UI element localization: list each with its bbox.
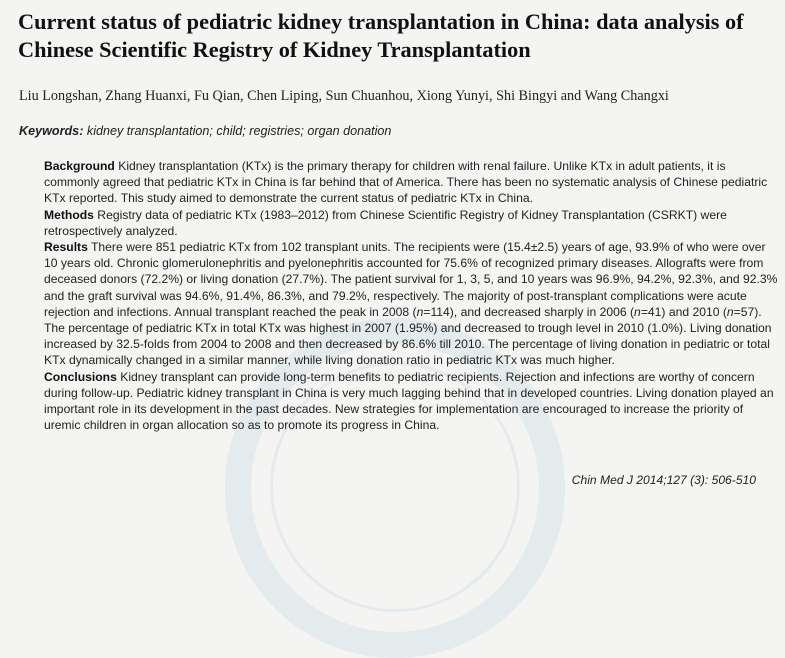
paper-title: Current status of pediatric kidney trans… bbox=[18, 9, 744, 62]
abstract-background: Background Kidney transplantation (KTx) … bbox=[44, 158, 782, 207]
background-heading: Background bbox=[44, 159, 115, 173]
author-list: Liu Longshan, Zhang Huanxi, Fu Qian, Che… bbox=[19, 88, 669, 104]
abstract-conclusions: Conclusions Kidney transplant can provid… bbox=[44, 369, 782, 434]
keywords-label: Keywords: bbox=[19, 124, 84, 138]
abstract-results: Results There were 851 pediatric KTx fro… bbox=[44, 239, 782, 369]
abstract: Background Kidney transplantation (KTx) … bbox=[44, 158, 782, 433]
keywords-line: Keywords: kidney transplantation; child;… bbox=[19, 123, 391, 139]
methods-text: Registry data of pediatric KTx (1983–201… bbox=[44, 207, 727, 238]
results-text: There were 851 pediatric KTx from 102 tr… bbox=[44, 240, 778, 368]
results-heading: Results bbox=[44, 240, 88, 255]
background-text: Kidney transplantation (KTx) is the prim… bbox=[44, 159, 768, 206]
conclusions-heading: Conclusions bbox=[44, 369, 117, 384]
conclusions-text: Kidney transplant can provide long-term … bbox=[44, 369, 774, 433]
keywords-text: kidney transplantation; child; registrie… bbox=[86, 124, 392, 138]
abstract-methods: Methods Registry data of pediatric KTx (… bbox=[44, 207, 782, 239]
journal-citation: Chin Med J 2014;127 (3): 506-510 bbox=[571, 473, 756, 487]
methods-heading: Methods bbox=[44, 207, 94, 222]
